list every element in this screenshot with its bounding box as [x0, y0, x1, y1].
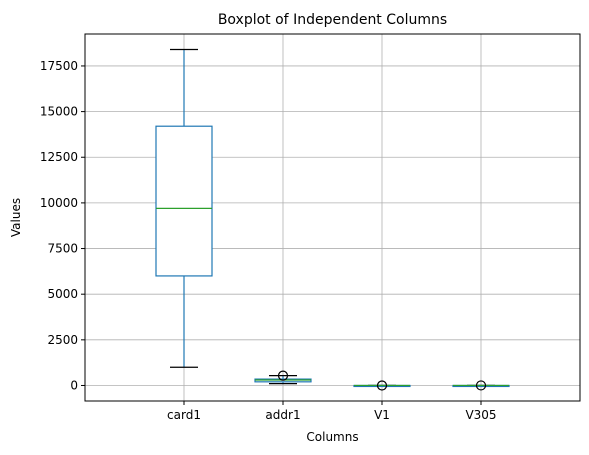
outlier-point	[277, 370, 289, 381]
y-axis-label: Values	[9, 198, 23, 237]
box-group-V1	[353, 380, 411, 391]
outlier-point	[475, 380, 487, 391]
y-tick-label: 10000	[40, 196, 78, 210]
y-tick-label: 17500	[40, 59, 78, 73]
boxplot-series	[155, 48, 510, 391]
x-tick-label: V1	[374, 408, 390, 422]
y-tick-label: 7500	[47, 242, 78, 256]
box-group-card1	[155, 48, 213, 368]
y-tick-label: 5000	[47, 287, 78, 301]
y-tick-label: 0	[70, 378, 78, 392]
plot-area-frame	[84, 33, 581, 402]
y-tick-label: 2500	[47, 333, 78, 347]
x-tick-label: V305	[465, 408, 496, 422]
box-group-V305	[452, 380, 510, 391]
x-tick-label: card1	[167, 408, 201, 422]
y-axis-ticks: 0 2500 5000 7500 10000 12500 15000 17500	[40, 59, 85, 392]
outlier-point	[376, 380, 388, 391]
chart-title: Boxplot of Independent Columns	[218, 12, 447, 28]
x-tick-label: addr1	[265, 408, 300, 422]
y-tick-label: 15000	[40, 105, 78, 119]
x-axis-label: Columns	[306, 430, 358, 444]
box-iqr	[155, 125, 213, 277]
x-axis-ticks: card1 addr1 V1 V305	[167, 401, 497, 422]
y-tick-label: 12500	[40, 150, 78, 164]
box-group-addr1	[254, 370, 312, 385]
